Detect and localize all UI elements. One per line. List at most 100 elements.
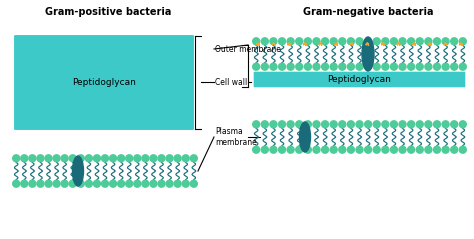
Circle shape <box>338 63 346 71</box>
Circle shape <box>52 179 61 188</box>
Circle shape <box>61 179 69 188</box>
Circle shape <box>373 63 381 71</box>
Circle shape <box>450 120 458 129</box>
Circle shape <box>424 63 433 71</box>
Circle shape <box>424 146 433 154</box>
Text: Peptidoglycan: Peptidoglycan <box>72 78 136 87</box>
Circle shape <box>269 37 278 45</box>
Circle shape <box>459 120 467 129</box>
Circle shape <box>312 120 320 129</box>
Circle shape <box>450 146 458 154</box>
Circle shape <box>390 63 398 71</box>
Circle shape <box>338 37 346 45</box>
Circle shape <box>286 63 295 71</box>
Text: Gram-negative bacteria: Gram-negative bacteria <box>303 7 433 17</box>
Circle shape <box>117 179 125 188</box>
Circle shape <box>329 146 338 154</box>
Circle shape <box>182 154 190 163</box>
Circle shape <box>356 37 364 45</box>
FancyBboxPatch shape <box>13 34 195 131</box>
Circle shape <box>321 146 329 154</box>
Circle shape <box>312 146 320 154</box>
Circle shape <box>441 120 450 129</box>
Circle shape <box>269 146 278 154</box>
Circle shape <box>304 37 312 45</box>
Circle shape <box>28 179 36 188</box>
Circle shape <box>141 179 150 188</box>
Circle shape <box>373 120 381 129</box>
Text: Plasma
membrane: Plasma membrane <box>215 127 257 147</box>
Circle shape <box>165 179 174 188</box>
Circle shape <box>12 179 20 188</box>
Circle shape <box>182 179 190 188</box>
Circle shape <box>407 146 415 154</box>
Circle shape <box>381 63 390 71</box>
Circle shape <box>117 154 125 163</box>
Circle shape <box>416 37 424 45</box>
Circle shape <box>356 120 364 129</box>
Circle shape <box>433 63 441 71</box>
Circle shape <box>346 146 355 154</box>
Circle shape <box>157 154 166 163</box>
Circle shape <box>346 63 355 71</box>
Circle shape <box>173 179 182 188</box>
Circle shape <box>356 63 364 71</box>
Circle shape <box>52 154 61 163</box>
Circle shape <box>149 179 158 188</box>
Circle shape <box>373 146 381 154</box>
Circle shape <box>295 63 303 71</box>
Circle shape <box>133 154 142 163</box>
Circle shape <box>321 37 329 45</box>
Text: Outer membrane: Outer membrane <box>215 44 281 54</box>
Circle shape <box>295 146 303 154</box>
Circle shape <box>416 120 424 129</box>
Circle shape <box>433 37 441 45</box>
Circle shape <box>28 154 36 163</box>
Circle shape <box>381 120 390 129</box>
Circle shape <box>125 154 133 163</box>
Circle shape <box>407 120 415 129</box>
Circle shape <box>93 179 101 188</box>
Circle shape <box>286 146 295 154</box>
Circle shape <box>101 179 109 188</box>
Text: Peptidoglycan: Peptidoglycan <box>328 75 392 84</box>
Circle shape <box>398 37 407 45</box>
Circle shape <box>338 120 346 129</box>
Circle shape <box>85 154 93 163</box>
Circle shape <box>398 63 407 71</box>
Circle shape <box>286 120 295 129</box>
Circle shape <box>390 37 398 45</box>
Circle shape <box>407 37 415 45</box>
Circle shape <box>329 37 338 45</box>
Circle shape <box>252 146 260 154</box>
Circle shape <box>459 146 467 154</box>
Circle shape <box>77 154 85 163</box>
Circle shape <box>252 120 260 129</box>
Circle shape <box>261 120 269 129</box>
Circle shape <box>149 154 158 163</box>
Circle shape <box>286 37 295 45</box>
Circle shape <box>278 37 286 45</box>
Circle shape <box>295 120 303 129</box>
Circle shape <box>346 37 355 45</box>
Circle shape <box>261 146 269 154</box>
Circle shape <box>109 179 117 188</box>
Circle shape <box>416 146 424 154</box>
Circle shape <box>381 37 390 45</box>
Circle shape <box>278 63 286 71</box>
Circle shape <box>36 179 45 188</box>
Circle shape <box>20 154 28 163</box>
Circle shape <box>364 120 372 129</box>
Circle shape <box>356 146 364 154</box>
Circle shape <box>44 179 53 188</box>
Circle shape <box>441 37 450 45</box>
Circle shape <box>390 146 398 154</box>
Circle shape <box>190 154 198 163</box>
Circle shape <box>125 179 133 188</box>
Circle shape <box>329 120 338 129</box>
Circle shape <box>304 63 312 71</box>
Circle shape <box>459 63 467 71</box>
Circle shape <box>346 120 355 129</box>
Circle shape <box>44 154 53 163</box>
Circle shape <box>77 179 85 188</box>
